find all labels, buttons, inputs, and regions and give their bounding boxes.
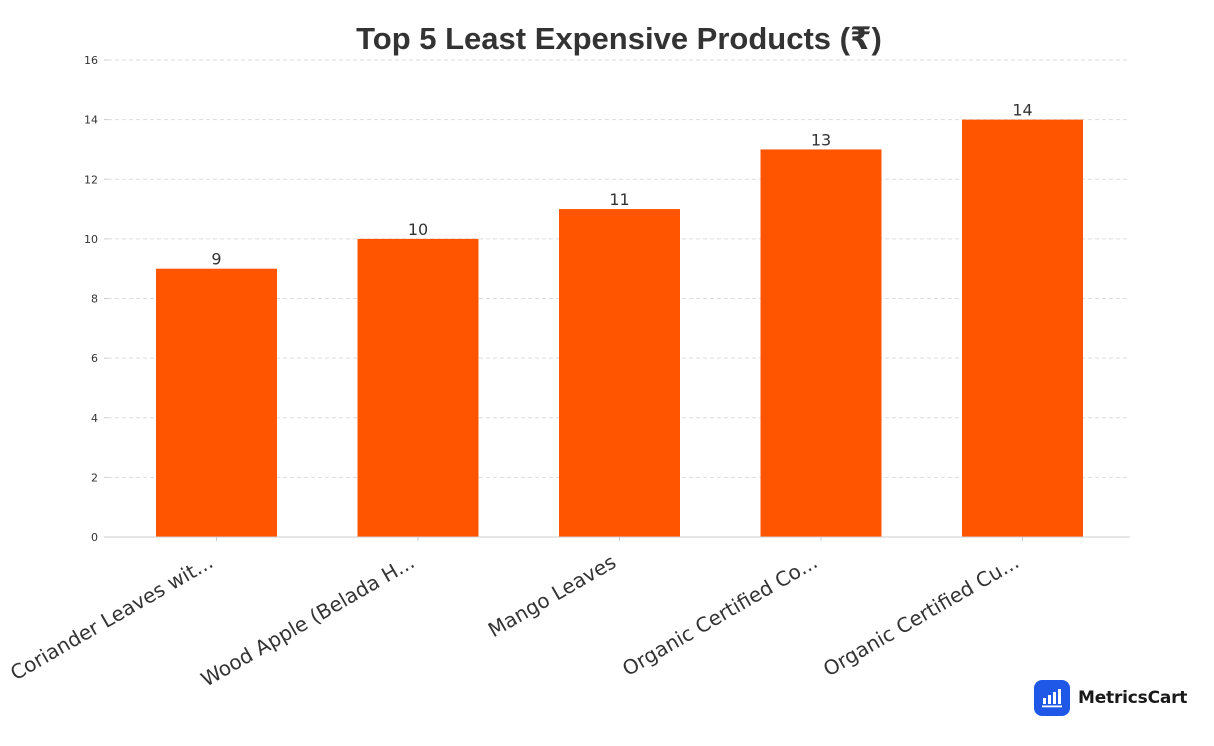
bar-chart-icon xyxy=(1034,680,1070,716)
brand-name: MetricsCart xyxy=(1078,688,1188,708)
y-tick-label: 2 xyxy=(91,471,98,484)
y-tick-label: 10 xyxy=(84,233,98,246)
y-tick-label: 6 xyxy=(91,352,98,365)
y-axis: 0 2 4 6 8 10 12 14 16 xyxy=(84,54,108,544)
y-tick-label: 12 xyxy=(84,173,98,186)
y-tick-label: 4 xyxy=(91,412,98,425)
y-tick-label: 8 xyxy=(91,293,98,306)
x-tick-label: Mango Leaves xyxy=(484,550,620,642)
chart-title: Top 5 Least Expensive Products (₹) xyxy=(356,21,882,56)
x-tick-label: Wood Apple (Belada H... xyxy=(197,550,419,692)
bar-value-label: 13 xyxy=(811,130,831,149)
data-labels: 9 10 11 13 14 xyxy=(211,101,1032,269)
bar-value-label: 9 xyxy=(211,250,221,269)
bar xyxy=(760,149,882,537)
x-axis: Coriander Leaves wit...Wood Apple (Belad… xyxy=(6,536,1130,692)
bar-value-label: 10 xyxy=(408,220,428,239)
bars xyxy=(156,119,1083,537)
y-tick-label: 14 xyxy=(84,114,98,127)
bar-value-label: 11 xyxy=(609,190,629,209)
bar xyxy=(357,238,479,537)
x-tick-label: Coriander Leaves wit... xyxy=(6,550,217,686)
x-tick-label: Organic Certified Co... xyxy=(618,550,821,681)
x-tick-label: Organic Certified Cu... xyxy=(819,550,1023,682)
bar-value-label: 14 xyxy=(1012,101,1032,120)
y-tick-label: 0 xyxy=(91,531,98,544)
bar xyxy=(962,119,1083,537)
bar xyxy=(559,209,680,537)
brand-logo: MetricsCart xyxy=(1034,680,1187,716)
y-tick-label: 16 xyxy=(84,54,98,67)
bar xyxy=(156,268,277,537)
